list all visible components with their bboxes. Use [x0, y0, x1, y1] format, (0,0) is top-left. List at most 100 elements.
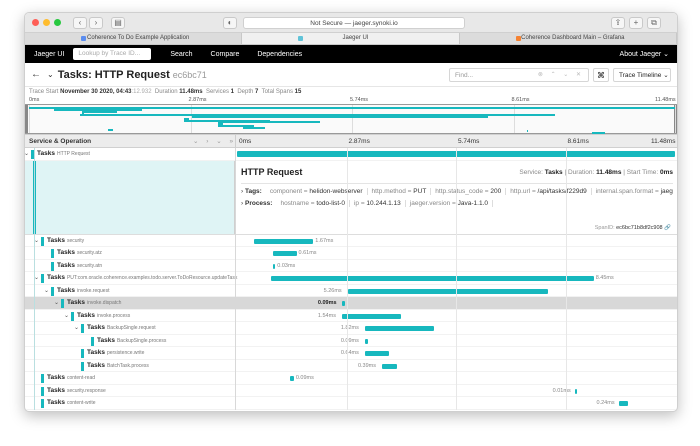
span-tags[interactable]: › Tags: component = helidon-webserver http… [241, 187, 673, 195]
collapse-caret-icon[interactable]: ⌄ [47, 70, 54, 79]
span-name[interactable]: Tasks HTTP Request [37, 150, 90, 157]
view-mode-select[interactable]: Trace Timeline ⌄ [613, 67, 671, 82]
span-name[interactable]: Tasks BatchTask.process [87, 362, 149, 369]
span-toggle-icon[interactable]: ⌄ [34, 237, 40, 244]
about-jaeger-menu[interactable]: About Jaeger ⌄ [619, 51, 669, 58]
span-row[interactable]: Tasks security.atn 0.03ms [25, 260, 677, 272]
span-row[interactable]: ⌄ Tasks security 1.67ms [25, 235, 677, 247]
forward-nav-icon[interactable]: › [89, 17, 103, 29]
jaeger-brand[interactable]: Jaeger UI [34, 50, 65, 58]
span-tags-value: /api/tasks/f229d9 [537, 187, 587, 195]
span-name[interactable]: Tasks persistence.write [87, 349, 144, 356]
span-toggle-icon[interactable]: ⌄ [44, 287, 50, 294]
span-operation-name: invoke.dispatch [86, 300, 122, 306]
span-row[interactable]: ⌄ Tasks invoke.request 5.26ms [25, 285, 677, 297]
close-window-button[interactable] [32, 19, 39, 26]
nav-compare[interactable]: Compare [210, 50, 240, 58]
new-tab-icon[interactable]: + [629, 17, 643, 29]
privacy-shield-icon[interactable]: ◐ [223, 17, 237, 29]
share-icon[interactable]: ⇪ [611, 17, 625, 29]
span-name[interactable]: Tasks security.atz [57, 249, 102, 256]
span-duration-bar[interactable] [271, 276, 594, 281]
span-toggle-icon[interactable]: ⌄ [24, 151, 30, 157]
find-input[interactable]: Find... ⊗ ⌃ ⌄ ✕ [449, 67, 589, 82]
span-duration-bar[interactable] [347, 288, 549, 294]
span-row[interactable]: Tasks content-write 0.24ms [25, 397, 677, 410]
span-row[interactable]: ⌄ Tasks BackupSingle.request 1.82ms [25, 322, 677, 335]
trace-id-search-input[interactable]: Lookup by Trace ID... [73, 48, 152, 60]
find-nav-icon[interactable]: ⊗ ⌃ ⌄ ✕ [537, 71, 584, 78]
span-row[interactable]: Tasks BatchTask.process 0.39ms [25, 360, 677, 372]
span-row[interactable]: Tasks content-read 0.09ms [25, 372, 677, 385]
span-duration-bar[interactable] [574, 388, 577, 394]
span-duration-label: 0.09ms [317, 300, 337, 306]
span-name[interactable]: Tasks content-write [47, 399, 96, 406]
minimap-span-bar [79, 114, 556, 117]
back-arrow-icon[interactable]: ← [31, 69, 41, 80]
maximize-window-button[interactable] [54, 19, 61, 26]
column-divider[interactable] [235, 135, 236, 147]
tab-overview-icon[interactable]: ⧉ [647, 17, 661, 29]
span-name[interactable]: Tasks PUT:com.oracle.coherence.examples.t… [47, 274, 237, 281]
span-duration-bar[interactable] [341, 313, 401, 319]
span-duration-bar[interactable] [290, 376, 294, 381]
span-row[interactable]: ⌄ Tasks PUT:com.oracle.coherence.examples.… [25, 272, 677, 285]
span-name[interactable]: Tasks invoke.request [57, 287, 109, 294]
address-bar[interactable]: Not Secure — jaeger.synoki.io [243, 17, 465, 29]
span-name[interactable]: Tasks BackupSingle.process [97, 337, 166, 344]
span-name[interactable]: Tasks content-read [47, 374, 95, 381]
service-operation-header: Service & Operation [29, 138, 92, 145]
browser-tab-jaeger[interactable]: Jaeger UI [242, 33, 460, 44]
nav-search[interactable]: Search [170, 50, 193, 58]
span-operation-name: invoke.process [96, 312, 131, 319]
span-duration-bar[interactable] [341, 301, 346, 306]
span-duration-bar[interactable] [254, 238, 314, 244]
span-toggle-icon[interactable]: ⌄ [74, 325, 80, 331]
collapse-expand-controls-icon[interactable]: ⌄ › ⌄ » [193, 138, 237, 145]
back-nav-icon[interactable]: ‹ [73, 17, 87, 29]
summary-value: Tasks [544, 168, 563, 176]
span-duration-bar[interactable] [273, 251, 297, 256]
span-duration-bar[interactable] [618, 401, 628, 406]
span-row[interactable]: ⌄ Tasks invoke.dispatch 0.09ms [25, 297, 677, 310]
minimize-window-button[interactable] [43, 19, 50, 26]
span-name[interactable]: Tasks invoke.dispatch [67, 299, 121, 306]
span-detail-content: HTTP Request Service: Tasks | Duration: 1… [235, 161, 677, 234]
span-row[interactable]: Tasks BackupSingle.process 0.09ms [25, 335, 677, 347]
span-name[interactable]: Tasks invoke.process [77, 312, 130, 319]
keyboard-shortcuts-icon[interactable]: ⌘ [593, 67, 609, 82]
span-name[interactable]: Tasks security.atn [57, 262, 102, 269]
span-duration-bar[interactable] [273, 263, 276, 269]
span-duration-bar[interactable] [364, 338, 369, 344]
span-name[interactable]: Tasks security [47, 237, 84, 244]
span-toggle-icon[interactable]: ⌄ [64, 312, 70, 319]
span-row[interactable]: Tasks persistence.write 0.64ms [25, 347, 677, 360]
span-row[interactable]: Tasks security.atz 0.61ms [25, 247, 677, 260]
minimap-tick-label: 0ms [29, 97, 40, 103]
span-process[interactable]: › Process: hostname = todo-list-0 ip = 10.… [241, 199, 673, 207]
span-row[interactable]: ⌄ Tasks HTTP Request [24, 148, 677, 161]
span-duration-bar[interactable] [381, 363, 397, 369]
trace-minimap[interactable] [25, 104, 677, 135]
browser-tab-todo[interactable]: Coherence To Do Example Application [25, 33, 243, 44]
span-duration-label: 0.01ms [552, 387, 571, 394]
span-duration-label: 0.03ms [277, 262, 296, 269]
span-row[interactable]: ⌄ Tasks invoke.process 1.54ms [25, 310, 677, 322]
sidebar-toggle-icon[interactable]: ▤ [111, 17, 125, 29]
span-name[interactable]: Tasks security.response [47, 387, 106, 394]
span-duration-bar[interactable] [364, 326, 435, 331]
span-id-value: ec6bc71b8df2c908 [616, 224, 663, 231]
minimap-span-bar [217, 125, 254, 127]
span-service-color-bar [41, 274, 44, 283]
span-row[interactable]: Tasks security.response 0.01ms [25, 385, 677, 397]
span-toggle-icon[interactable]: ⌄ [34, 275, 40, 281]
minimap-left-handle[interactable] [25, 105, 28, 133]
span-duration-bar[interactable] [364, 351, 390, 356]
nav-dependencies[interactable]: Dependencies [257, 50, 303, 58]
browser-tab-grafana[interactable]: Coherence Dashboard Main – Grafana [460, 33, 677, 44]
copy-link-icon[interactable]: 🔗 [662, 224, 671, 231]
expand-arrow-icon[interactable]: › [241, 199, 245, 207]
span-toggle-icon[interactable]: ⌄ [54, 300, 60, 306]
expand-arrow-icon[interactable]: › [241, 187, 245, 195]
span-name[interactable]: Tasks BackupSingle.request [87, 324, 156, 331]
